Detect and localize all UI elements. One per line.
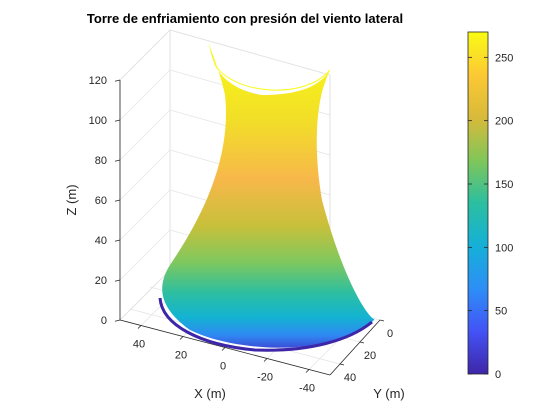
x-tick-label: 20 — [175, 350, 187, 362]
z-tick-label: 40 — [95, 235, 107, 247]
x-tick-mark — [179, 336, 184, 340]
colorbar: 0 50 100 150 200 250 — [467, 31, 513, 381]
tower-top-rim — [214, 64, 331, 91]
x-tick-label: 40 — [133, 339, 145, 351]
colorbar-tick-label: 150 — [495, 179, 513, 191]
z-tick-mark — [114, 79, 121, 82]
x-tick-mark — [263, 358, 268, 362]
z-tick-mark — [114, 159, 121, 162]
tower-base-rim — [158, 297, 373, 352]
colorbar-gradient — [467, 31, 489, 375]
z-tick-label: 0 — [101, 315, 107, 327]
x-axis-label: X (m) — [194, 386, 226, 401]
colorbar-tick-labels: 0 50 100 150 200 250 — [468, 52, 513, 381]
colorbar-tick-label: 0 — [495, 369, 501, 381]
z-grid-line — [119, 29, 331, 81]
colorbar-tick-label: 250 — [495, 52, 513, 64]
x-tick-label: 0 — [220, 361, 226, 373]
y-axis-line — [329, 319, 381, 376]
z-axis-label: Z (m) — [64, 184, 79, 215]
x-tick-label: -20 — [257, 372, 273, 384]
z-tick-label: 20 — [95, 275, 107, 287]
colorbar-tick-label: 200 — [495, 116, 513, 128]
z-tick-label: 60 — [95, 195, 107, 207]
y-tick-mark — [379, 319, 385, 322]
y-tick-mark — [359, 341, 365, 344]
colorbar-tick-label: 100 — [495, 242, 513, 254]
y-tick-label: 20 — [364, 350, 376, 362]
y-tick-label: 40 — [344, 372, 356, 384]
z-tick-mark — [114, 119, 121, 122]
y-tick-label: 0 — [387, 328, 393, 340]
z-tick-label: 80 — [95, 155, 107, 167]
x-tick-label: -40 — [299, 383, 315, 395]
y-tick-mark — [339, 363, 345, 366]
colorbar-tick-label: 50 — [495, 306, 507, 318]
z-tick-mark — [114, 279, 121, 282]
tower-surface-body — [162, 42, 375, 348]
x-tick-mark — [221, 347, 226, 351]
z-tick-label: 100 — [89, 115, 107, 127]
z-tick-mark — [114, 199, 121, 202]
box-top-edges — [119, 29, 331, 81]
x-tick-mark — [305, 369, 310, 373]
z-tick-labels: 0 20 40 60 80 100 120 — [89, 75, 121, 327]
chart-title: Torre de enfriamiento con presión del vi… — [87, 11, 403, 26]
cooling-tower-surface — [158, 42, 375, 352]
z-tick-mark — [114, 319, 121, 322]
z-tick-mark — [114, 239, 121, 242]
x-tick-mark — [137, 325, 142, 329]
y-tick-labels: 0 20 40 — [339, 319, 393, 384]
z-tick-label: 120 — [89, 75, 107, 87]
x-tick-labels: 40 20 0 -20 -40 — [133, 325, 315, 395]
y-axis-label: Y (m) — [373, 386, 405, 401]
